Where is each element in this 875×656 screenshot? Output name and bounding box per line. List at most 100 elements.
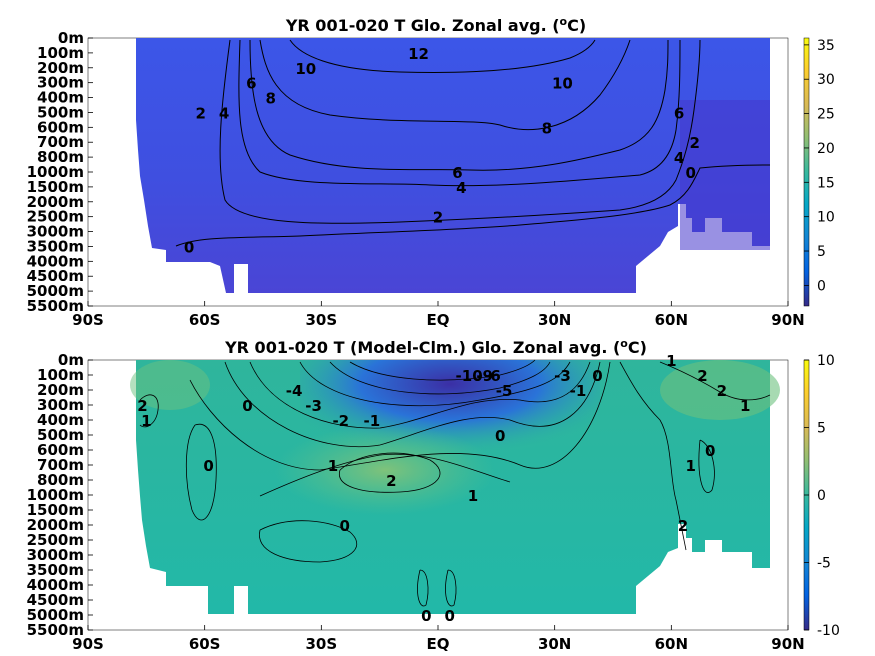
bottom-title-main: YR 001-020 T (Model-Clm.) Glo. Zonal avg… — [224, 338, 620, 357]
top-x-tick-label: 60S — [189, 311, 221, 329]
bottom-contour-line — [698, 439, 715, 493]
top-y-tick-label: 600m — [37, 118, 84, 136]
top-colorbar-tick-label: 5 — [817, 244, 826, 260]
bottom-y-tick-label: 0m — [58, 351, 84, 369]
top-y-tick-label: 0m — [58, 29, 84, 47]
top-contour-label: 4 — [674, 149, 684, 167]
bottom-contour-label: -5 — [496, 382, 513, 400]
bottom-contour-line — [139, 394, 159, 428]
bottom-contour-label: 2 — [137, 397, 147, 415]
bottom-contour-label: 2 — [697, 367, 707, 385]
bottom-contour-label: 1 — [686, 457, 696, 475]
bottom-south-warm — [130, 360, 210, 410]
bottom-contour-label: -6 — [484, 367, 501, 385]
bottom-y-tick-label: 3000m — [27, 546, 84, 564]
top-colorbar-tick-label: 15 — [817, 175, 835, 191]
top-contour-label: 2 — [433, 209, 443, 227]
top-contour-label: 0 — [686, 164, 696, 182]
bottom-x-tick-label: 60S — [189, 635, 221, 653]
bottom-contour-line — [259, 520, 358, 563]
top-y-tick-label: 1500m — [27, 178, 84, 196]
bottom-title-end: C) — [628, 338, 647, 357]
bottom-title-superscript: o — [620, 337, 628, 350]
bottom-contour-line — [329, 361, 551, 395]
bottom-colorbar-tick-label: -5 — [817, 556, 831, 572]
bottom-warm-blob — [275, 425, 495, 515]
bottom-x-tick-label: 60N — [655, 635, 688, 653]
bottom-panel: -10-9-6-5-4-3-2 -1-1-30000000011111122222… — [27, 337, 840, 653]
top-contour-label: 6 — [246, 75, 256, 93]
bottom-contour-line — [259, 453, 511, 497]
top-title-superscript: o — [560, 15, 568, 28]
top-contour-label: 4 — [456, 179, 466, 197]
top-y-axis: 0m100m200m300m400m500m600m700m800m1000m1… — [27, 29, 93, 315]
bottom-y-tick-label: 100m — [37, 366, 84, 384]
top-y-tick-label: 4000m — [27, 252, 84, 270]
top-title-end: C) — [567, 16, 586, 35]
bottom-contour-label: 2 — [386, 472, 396, 490]
bottom-x-tick-label: 30N — [538, 635, 571, 653]
bottom-contour-label: -2 — [332, 412, 349, 430]
top-contour-label: 6 — [674, 104, 684, 122]
bottom-y-tick-label: 800m — [37, 471, 84, 489]
top-y-tick-label: 200m — [37, 59, 84, 77]
top-y-tick-label: 2000m — [27, 193, 84, 211]
top-y-tick-label: 700m — [37, 133, 84, 151]
bottom-colorbar-tick-label: -10 — [817, 623, 840, 639]
bottom-contour-line — [189, 361, 611, 471]
top-x-axis: 90S 60S 30S EQ 30N 60N 90N — [72, 301, 805, 329]
bottom-y-tick-label: 600m — [37, 441, 84, 459]
bottom-contour-label: 1 — [740, 397, 750, 415]
top-y-tick-label: 3500m — [27, 237, 84, 255]
bottom-y-tick-label: 200m — [37, 381, 84, 399]
top-colorbar-tick-label: 20 — [817, 141, 835, 157]
top-colorbar-tick-label: 25 — [817, 107, 835, 123]
bottom-colorbar-tick-label: 5 — [817, 421, 826, 437]
top-y-tick-label: 800m — [37, 148, 84, 166]
bottom-x-tick-label: 90S — [72, 635, 104, 653]
bottom-y-tick-label: 5500m — [27, 621, 84, 639]
top-contour-label: 10 — [552, 75, 573, 93]
top-contour-line — [175, 164, 771, 247]
bottom-contour-line — [338, 452, 441, 493]
bottom-contour-line — [224, 361, 601, 448]
bottom-x-tick-label: EQ — [427, 635, 450, 653]
bottom-contours — [139, 359, 771, 607]
bottom-contour-label: 0 — [495, 427, 505, 445]
bottom-y-tick-label: 300m — [37, 396, 84, 414]
bottom-x-axis: 90S 60S 30S EQ 30N 60N 90N — [72, 625, 805, 653]
bottom-y-tick-label: 1000m — [27, 486, 84, 504]
bottom-y-tick-label: 3500m — [27, 561, 84, 579]
bottom-contour-label: -3 — [305, 397, 322, 415]
bottom-contour-label: 1 — [328, 457, 338, 475]
top-colorbar-tick-label: 0 — [817, 278, 826, 294]
bottom-y-tick-label: 5000m — [27, 606, 84, 624]
bottom-contour-line — [299, 361, 571, 407]
bottom-contour-label: 0 — [705, 442, 715, 460]
top-contour-label: 6 — [452, 164, 462, 182]
bottom-x-tick-label: 90N — [771, 635, 804, 653]
top-contour-label: 8 — [542, 119, 552, 137]
bottom-contour-label: 0 — [242, 397, 252, 415]
bottom-y-axis: 0m100m200m300m400m500m600m700m800m1000m1… — [27, 351, 93, 639]
bottom-contour-label: -1 — [364, 412, 381, 430]
bottom-contour-label: 0 — [339, 517, 349, 535]
bottom-x-tick-label: 30S — [305, 635, 337, 653]
top-y-tick-label: 300m — [37, 74, 84, 92]
top-x-tick-label: 90N — [771, 311, 804, 329]
top-x-tick-label: 90S — [72, 311, 104, 329]
top-contour-line — [259, 39, 631, 131]
top-colorbar-tick-label: 10 — [817, 210, 835, 226]
top-contour-label: 0 — [184, 238, 194, 256]
bottom-contour-label: 0 — [444, 607, 454, 625]
top-north-deep — [680, 100, 770, 250]
top-x-tick-label: 60N — [655, 311, 688, 329]
bottom-north-warm — [660, 360, 780, 420]
bottom-contour-line — [445, 569, 457, 607]
bottom-colorbar-tick-label: 0 — [817, 488, 826, 504]
top-contour-line — [249, 39, 669, 171]
bottom-contour-line — [659, 361, 771, 401]
top-colorbar — [803, 37, 810, 307]
